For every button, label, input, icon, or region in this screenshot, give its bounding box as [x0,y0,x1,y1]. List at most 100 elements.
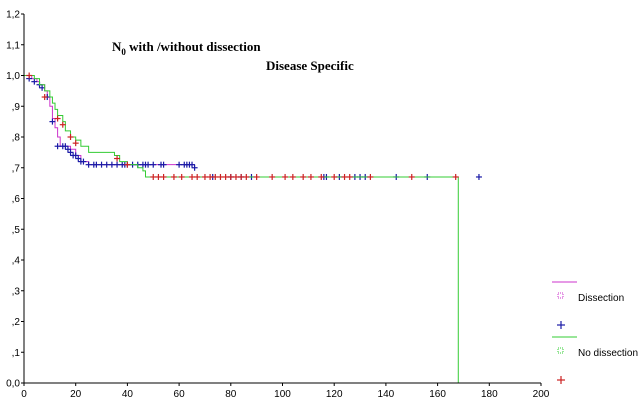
y-tick-label: ,6 [12,194,21,205]
legend-censor-mark [557,376,565,384]
censor-mark [201,173,208,180]
censor-mark [145,161,152,168]
y-tick-label: ,2 [12,317,21,328]
y-tick-label: ,7 [12,163,21,174]
legend-label: No dissection [578,348,638,359]
censor-mark [282,173,289,180]
censor-mark [189,173,196,180]
censor-mark [194,173,201,180]
censor-mark [207,173,214,180]
x-tick-label: 0 [21,389,27,400]
censor-mark [227,173,234,180]
tick-labels: 0,0 ,1 ,2 ,3 ,4 ,5 ,6 ,7 ,8 ,9 1,0 1,1 1,2 0 20 40 60 80 1… [6,10,550,401]
censor-mark [72,152,79,159]
title-rest: with /without dissection [126,39,261,54]
censor-mark [103,161,110,168]
plot-area [24,72,482,383]
y-tick-label: 1,2 [6,10,20,21]
legend-square-marker [557,347,564,354]
censor-mark [67,149,74,156]
x-tick-label: 200 [533,389,550,400]
legend-square [557,347,564,354]
censor-mark [39,84,46,91]
censor-mark [243,173,250,180]
chart-title: N0 with /without dissection [112,39,261,57]
censor-mark [269,173,276,180]
x-tick-label: 20 [70,389,82,400]
y-tick-label: ,8 [12,133,21,144]
censor-mark [93,161,100,168]
censor-mark [49,118,56,125]
censor-mark [41,94,48,101]
censor-mark [253,173,260,180]
censor-mark [155,173,162,180]
x-tick-label: 40 [122,389,134,400]
y-tick-label: ,3 [12,286,21,297]
censor-mark [59,121,66,128]
title-main: N [112,39,122,54]
censor-mark [212,173,219,180]
chart-titles: N0 with /without dissection Disease Spec… [112,39,354,73]
censor-mark [150,161,157,168]
censor-mark [98,161,105,168]
censor-mark [300,173,307,180]
x-tick-label: 120 [326,389,343,400]
censor-mark [80,158,87,165]
y-tick-label: ,9 [12,102,21,113]
censor-mark [62,143,69,150]
y-tick-label: ,1 [12,348,21,359]
censor-mark [54,115,61,122]
censor-mark [222,173,229,180]
censor-mark [307,173,314,180]
legend-square [557,292,564,299]
legend-censor-mark [557,321,565,329]
legend-square-marker [557,292,564,299]
censor-mark [475,173,482,180]
censor-mark [31,78,38,85]
y-tick-label: 0,0 [6,379,20,390]
censor-mark [26,72,33,79]
x-tick-label: 160 [429,389,446,400]
y-tick-label: ,5 [12,225,21,236]
censor-mark [108,161,115,168]
censor-mark [72,140,79,147]
censor-mark [176,161,183,168]
censor-mark [54,143,61,150]
censor-mark [331,173,338,180]
censor-mark [367,173,374,180]
title-subscript: 0 [121,47,126,57]
censor-mark [189,161,196,168]
y-tick-label: ,4 [12,256,21,267]
x-tick-label: 60 [174,389,186,400]
x-tick-label: 100 [274,389,291,400]
censor-mark [341,173,348,180]
censor-mark [452,173,459,180]
legend-entry: Dissection [552,281,624,329]
legend-label: Dissection [578,293,624,304]
censor-mark [238,173,245,180]
censor-mark [160,173,167,180]
censor-mark [232,173,239,180]
legend-entry: No dissection [552,336,638,384]
series-no-dissection [24,72,459,383]
legend: Dissection No dissection [552,281,638,384]
censor-mark [217,173,224,180]
censor-mark [114,161,121,168]
axes [21,13,542,386]
censor-mark [191,164,198,171]
censor-mark [124,161,131,168]
x-tick-label: 180 [481,389,498,400]
censor-mark [408,173,415,180]
x-tick-label: 140 [378,389,395,400]
chart-subtitle: Disease Specific [266,58,354,73]
censor-mark [85,161,92,168]
censor-mark [64,146,71,153]
censor-mark [75,155,82,162]
censor-mark [170,173,177,180]
censor-mark [150,173,157,180]
censor-mark [67,134,74,140]
censor-mark [114,155,121,162]
censor-mark [289,173,296,180]
censor-mark [160,161,167,168]
